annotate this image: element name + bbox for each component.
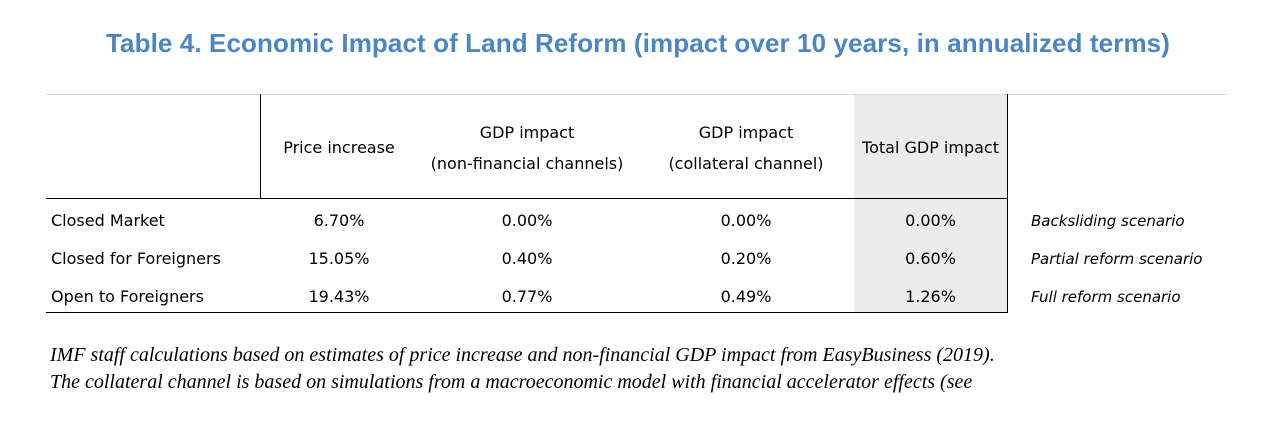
row-label: Closed Market bbox=[51, 211, 165, 230]
header-gdp-nonfinancial-line2: (non-financial channels) bbox=[430, 154, 624, 173]
table-bottom-border bbox=[46, 312, 1007, 313]
row-label: Closed for Foreigners bbox=[51, 249, 221, 268]
header-gdp-collateral-line2: (collateral channel) bbox=[668, 154, 824, 173]
total-value: 1.26% bbox=[905, 287, 956, 306]
header-gdp-nonfinancial: GDP impact (non-financial channels) bbox=[418, 117, 636, 179]
header-gdp-collateral-line1: GDP impact bbox=[698, 123, 794, 142]
footnote-line-2: The collateral channel is based on simul… bbox=[50, 371, 973, 393]
row-label: Open to Foreigners bbox=[51, 287, 204, 306]
price-value: 19.43% bbox=[308, 287, 370, 306]
collateral-value: 0.20% bbox=[720, 249, 772, 268]
scenario-note: Backsliding scenario bbox=[1031, 212, 1185, 230]
nonfinancial-value: 0.00% bbox=[501, 211, 553, 230]
footnote-line-1: IMF staff calculations based on estimate… bbox=[50, 344, 995, 366]
total-column-shade bbox=[854, 94, 1007, 313]
price-value: 15.05% bbox=[308, 249, 370, 268]
header-price-increase: Price increase bbox=[283, 138, 395, 157]
table-footnote: IMF staff calculations based on estimate… bbox=[50, 342, 1250, 396]
total-value: 0.60% bbox=[905, 249, 956, 268]
nonfinancial-value: 0.77% bbox=[501, 287, 553, 306]
impact-table: Price increase GDP impact (non-financial… bbox=[46, 94, 1228, 313]
header-bottom-border bbox=[46, 198, 1007, 199]
page-title: Table 4. Economic Impact of Land Reform … bbox=[106, 28, 1170, 58]
collateral-value: 0.49% bbox=[720, 287, 772, 306]
nonfinancial-value: 0.40% bbox=[501, 249, 553, 268]
total-column-divider bbox=[1007, 94, 1008, 313]
scenario-note: Partial reform scenario bbox=[1031, 250, 1203, 268]
header-gdp-collateral: GDP impact (collateral channel) bbox=[646, 117, 846, 179]
label-column-divider bbox=[260, 94, 261, 199]
table-top-border bbox=[46, 94, 1228, 95]
collateral-value: 0.00% bbox=[720, 211, 772, 230]
price-value: 6.70% bbox=[313, 211, 365, 230]
header-total-gdp-impact: Total GDP impact bbox=[862, 138, 999, 157]
scenario-note: Full reform scenario bbox=[1031, 288, 1181, 306]
total-value: 0.00% bbox=[905, 211, 956, 230]
header-gdp-nonfinancial-line1: GDP impact bbox=[479, 123, 575, 142]
